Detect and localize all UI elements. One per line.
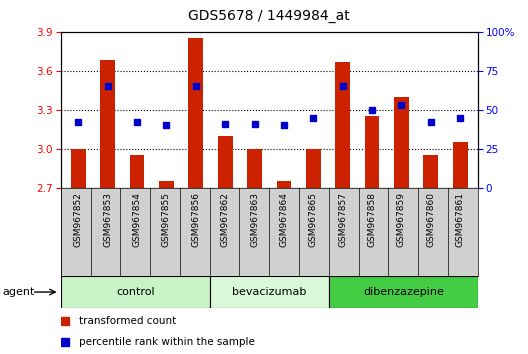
Text: dibenzazepine: dibenzazepine (363, 287, 444, 297)
Bar (306, 149, 320, 188)
Text: GSM967857: GSM967857 (338, 192, 347, 247)
Text: bevacizumab: bevacizumab (232, 287, 306, 297)
Bar (61, 276, 210, 308)
Bar (130, 155, 145, 188)
Text: GSM967860: GSM967860 (426, 192, 436, 247)
Text: agent: agent (3, 287, 35, 297)
Bar (335, 62, 350, 188)
Bar (159, 181, 174, 188)
Bar (247, 149, 262, 188)
Text: percentile rank within the sample: percentile rank within the sample (80, 337, 256, 348)
Text: GSM967852: GSM967852 (74, 192, 83, 247)
Text: GSM967856: GSM967856 (191, 192, 200, 247)
Text: GSM967864: GSM967864 (279, 192, 288, 247)
Bar (210, 276, 329, 308)
Text: GSM967862: GSM967862 (221, 192, 230, 247)
Bar (277, 181, 291, 188)
Text: GSM967865: GSM967865 (309, 192, 318, 247)
Text: control: control (116, 287, 155, 297)
Text: GSM967853: GSM967853 (103, 192, 112, 247)
Bar (329, 276, 478, 308)
Bar (71, 149, 86, 188)
Bar (218, 136, 232, 188)
Text: transformed count: transformed count (80, 316, 177, 326)
Bar (394, 97, 409, 188)
Bar (365, 116, 380, 188)
Bar (100, 61, 115, 188)
Bar (188, 38, 203, 188)
Text: GSM967859: GSM967859 (397, 192, 406, 247)
Text: GSM967863: GSM967863 (250, 192, 259, 247)
Text: GSM967855: GSM967855 (162, 192, 171, 247)
Text: GSM967858: GSM967858 (367, 192, 376, 247)
Bar (453, 142, 468, 188)
Text: GSM967854: GSM967854 (133, 192, 142, 247)
Bar (423, 155, 438, 188)
Text: GDS5678 / 1449984_at: GDS5678 / 1449984_at (188, 9, 350, 23)
Text: GSM967861: GSM967861 (456, 192, 465, 247)
